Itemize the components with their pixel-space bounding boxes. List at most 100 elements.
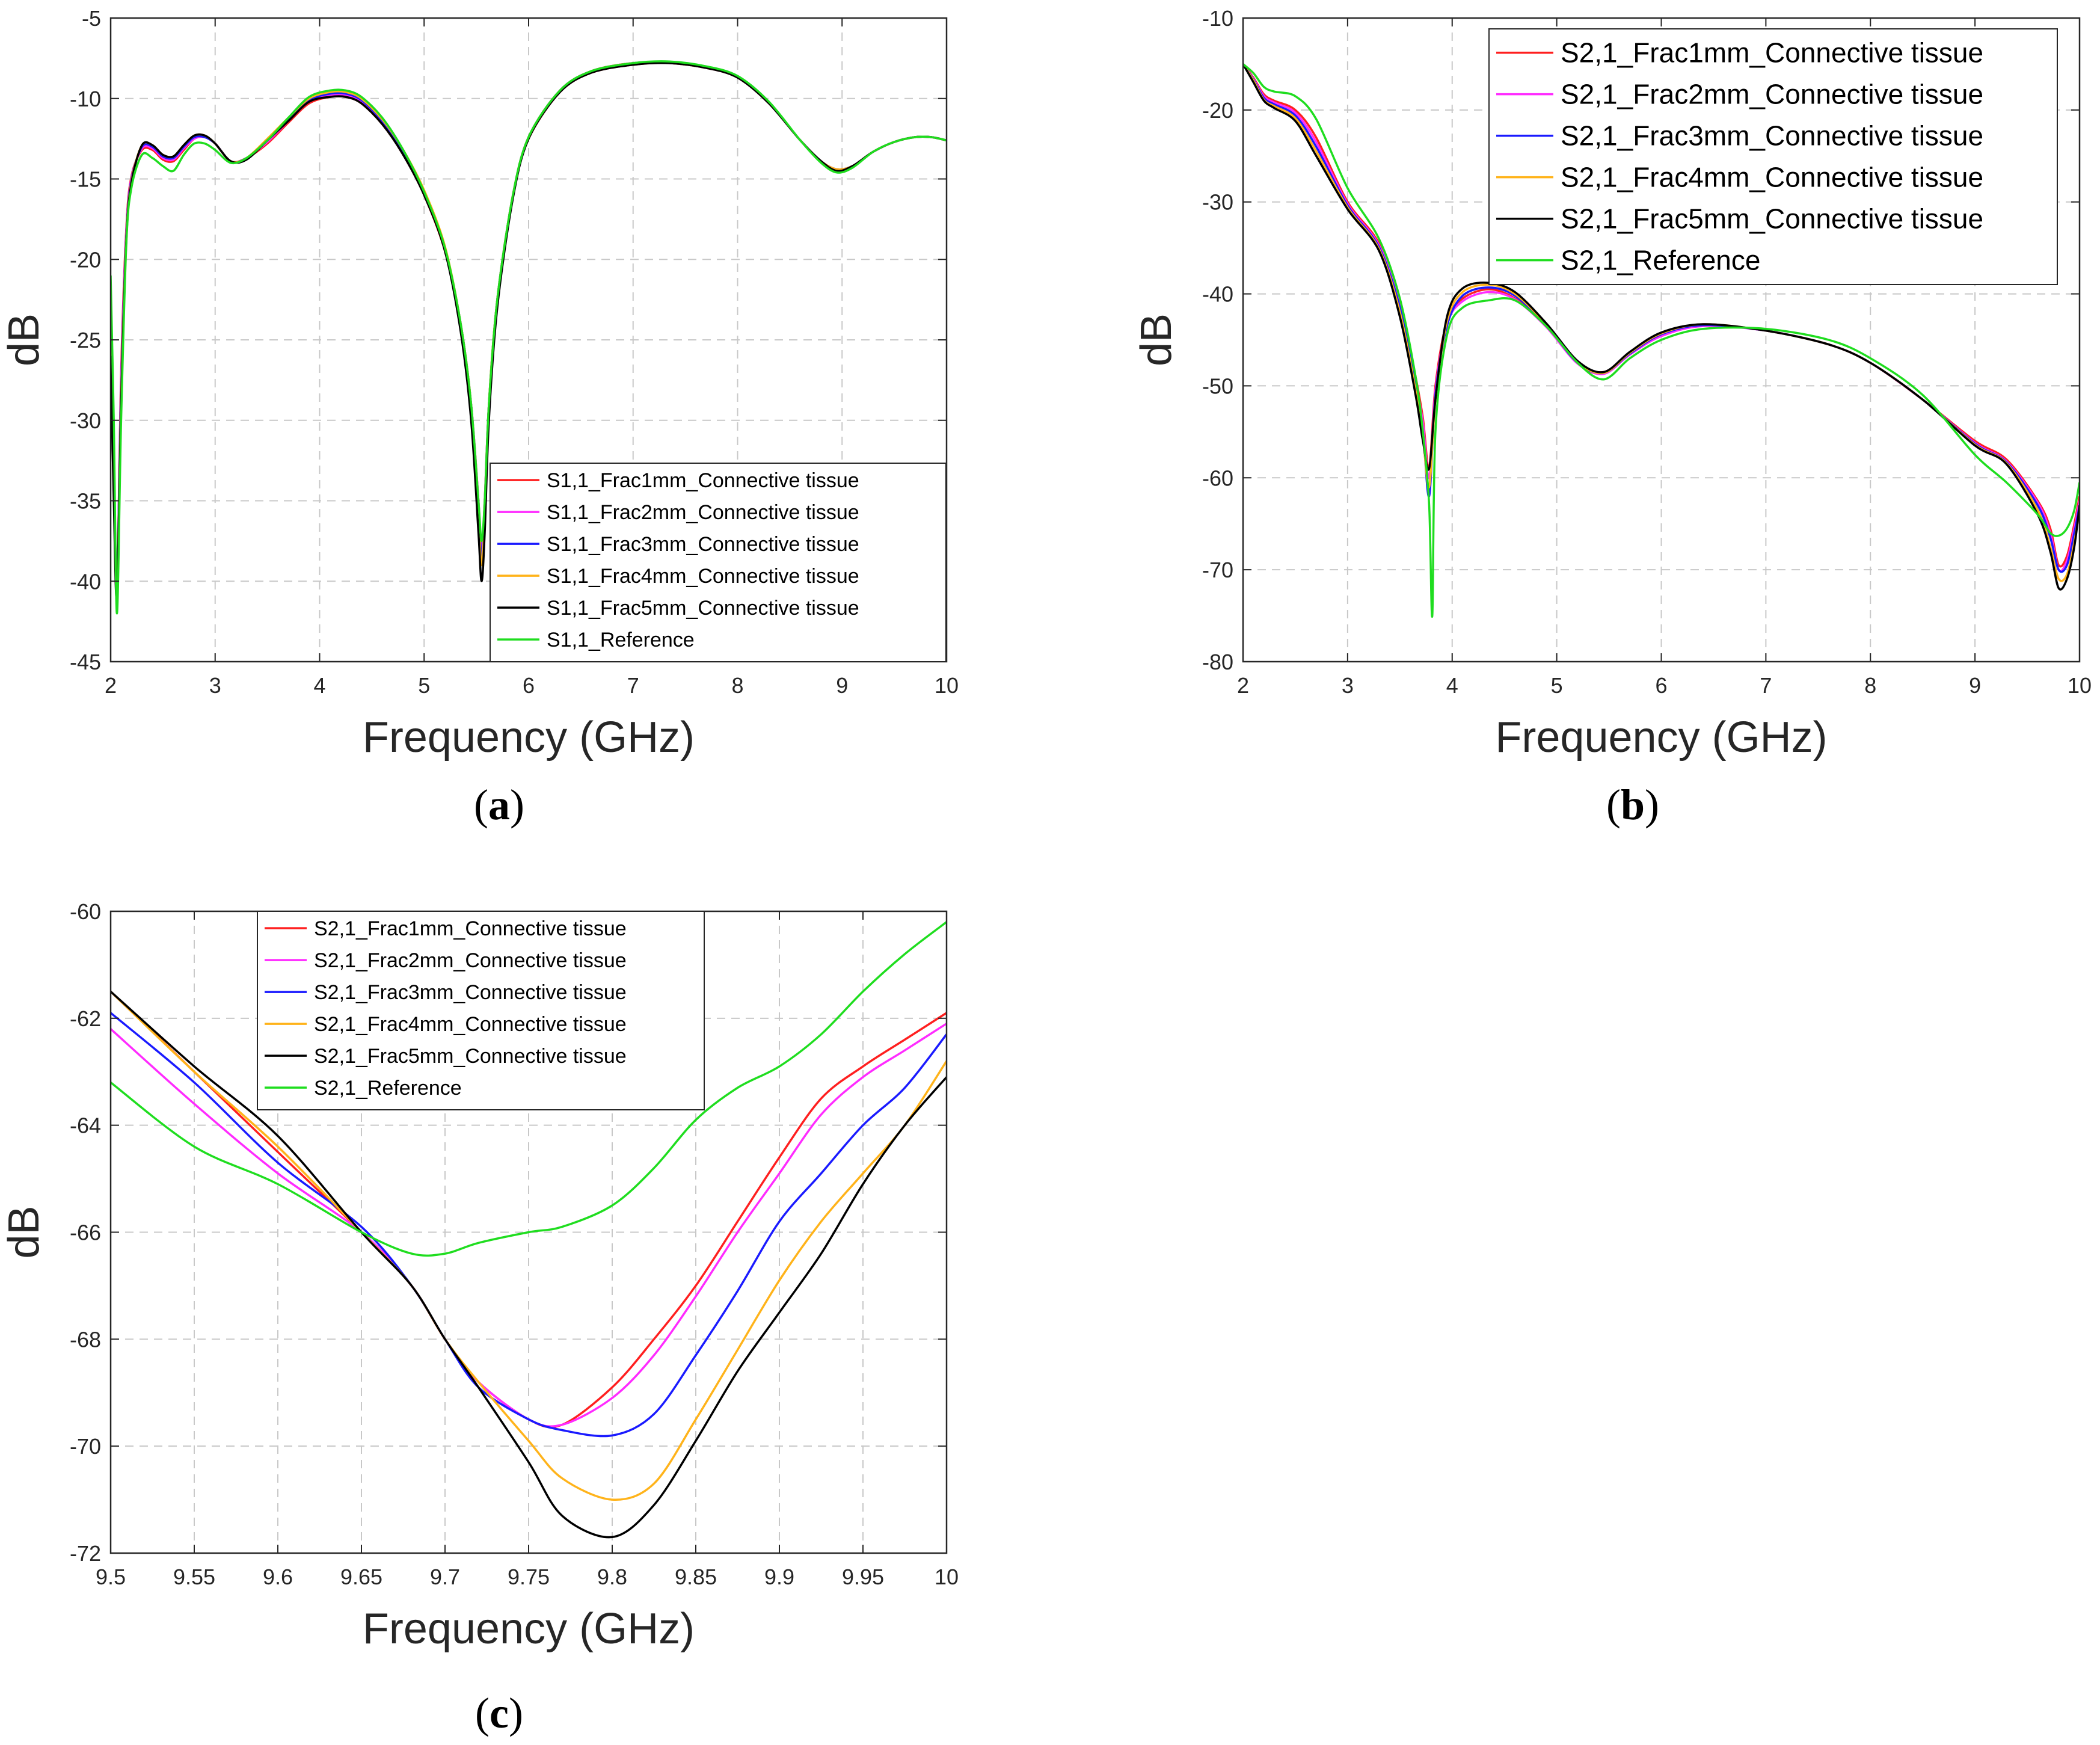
legend-label: S2,1_Frac4mm_Connective tissue xyxy=(314,1013,627,1036)
y-tick-label: -64 xyxy=(70,1113,101,1138)
x-tick-label: 9.5 xyxy=(96,1565,126,1589)
legend-label: S2,1_Frac2mm_Connective tissue xyxy=(1561,79,1983,110)
x-tick-label: 9.65 xyxy=(340,1565,382,1589)
legend-label: S2,1_Reference xyxy=(314,1077,462,1100)
y-tick-label: -45 xyxy=(70,650,101,674)
x-tick-label: 4 xyxy=(1446,673,1458,698)
chart-b: 2 3 4 5 6 7 8 9 10 -80 -70 -60 -50 -40 -30 -20 -10 Freque… xyxy=(1132,6,2092,829)
x-tick-label: 4 xyxy=(313,673,325,698)
x-tick-label: 3 xyxy=(1342,673,1354,698)
y-axis-label: dB xyxy=(0,1205,48,1258)
y-tick-label: -70 xyxy=(70,1434,101,1459)
legend: S2,1_Frac1mm_Connective tissue S2,1_Frac2… xyxy=(257,911,705,1110)
x-tick-label: 7 xyxy=(627,673,639,698)
x-tick-label: 9 xyxy=(1969,673,1981,698)
x-tick-label: 5 xyxy=(1551,673,1563,698)
legend-label: S2,1_Frac3mm_Connective tissue xyxy=(1561,120,1983,152)
y-axis-label: dB xyxy=(1132,313,1180,366)
y-tick-label: -20 xyxy=(70,247,101,272)
legend-label: S2,1_Reference xyxy=(1561,245,1760,276)
series-line-3 xyxy=(111,1012,947,1438)
chart-c: 9.5 9.55 9.6 9.65 9.7 9.75 9.8 9.85 9.9 9.95 10 -72… xyxy=(0,899,959,1737)
y-axis-label: dB xyxy=(0,313,48,366)
x-tick-label: 9.55 xyxy=(173,1565,215,1589)
y-tick-label: -60 xyxy=(70,899,101,924)
x-axis-label: Frequency (GHz) xyxy=(1495,713,1827,762)
series-line-1 xyxy=(111,991,947,1429)
y-tick-label: -30 xyxy=(1202,190,1233,215)
panel-label: (c) xyxy=(475,1689,523,1737)
legend-label: S2,1_Frac1mm_Connective tissue xyxy=(1561,37,1983,69)
legend-label: S1,1_Frac5mm_Connective tissue xyxy=(547,597,859,620)
legend-label: S2,1_Frac5mm_Connective tissue xyxy=(314,1045,627,1068)
x-tick-label: 10 xyxy=(935,1565,959,1589)
y-tick-label: -30 xyxy=(70,408,101,433)
x-tick-label: 10 xyxy=(935,673,959,698)
x-tick-label: 5 xyxy=(418,673,430,698)
x-tick-label: 10 xyxy=(2068,673,2092,698)
legend-box xyxy=(490,463,947,662)
y-tick-label: -10 xyxy=(1202,6,1233,31)
y-tick-label: -70 xyxy=(1202,558,1233,582)
legend-label: S2,1_Frac5mm_Connective tissue xyxy=(1561,203,1983,235)
series-line-4 xyxy=(111,991,947,1501)
legend-label: S1,1_Frac2mm_Connective tissue xyxy=(547,501,859,524)
y-tick-label: -10 xyxy=(70,87,101,111)
x-tick-label: 9.7 xyxy=(430,1565,460,1589)
legend: S2,1_Frac1mm_Connective tissue S2,1_Frac2… xyxy=(1488,28,2058,285)
legend-label: S1,1_Frac3mm_Connective tissue xyxy=(547,533,859,556)
y-tick-label: -20 xyxy=(1202,98,1233,123)
x-tick-label: 2 xyxy=(105,673,117,698)
x-tick-label: 8 xyxy=(731,673,743,698)
series-line-6 xyxy=(1243,63,2080,618)
x-axis-label: Frequency (GHz) xyxy=(363,1605,695,1653)
x-tick-label: 9.9 xyxy=(764,1565,794,1589)
panel-label: (a) xyxy=(474,781,524,829)
y-tick-label: -40 xyxy=(70,569,101,594)
x-tick-label: 3 xyxy=(209,673,221,698)
y-tick-label: -25 xyxy=(70,328,101,352)
x-tick-label: 8 xyxy=(1864,673,1876,698)
x-tick-label: 9 xyxy=(836,673,848,698)
x-tick-label: 9.95 xyxy=(842,1565,884,1589)
series-line-6 xyxy=(111,921,947,1257)
y-tick-label: -72 xyxy=(70,1541,101,1566)
y-tick-label: -15 xyxy=(70,167,101,192)
x-axis-label: Frequency (GHz) xyxy=(363,713,695,762)
y-tick-label: -60 xyxy=(1202,466,1233,490)
legend: S1,1_Frac1mm_Connective tissue S1,1_Frac2… xyxy=(490,463,947,662)
x-tick-label: 9.6 xyxy=(263,1565,293,1589)
chart-a: 2 3 4 5 6 7 8 9 10 -45 -40 -35 -30 -25 -20 -15 -10 -5 Freq… xyxy=(0,6,959,829)
x-tick-label: 9.85 xyxy=(675,1565,717,1589)
series-line-6 xyxy=(111,60,947,615)
series-line-2 xyxy=(111,1023,947,1428)
x-tick-label: 2 xyxy=(1237,673,1249,698)
series-line-5 xyxy=(1243,63,2080,591)
legend-label: S2,1_Frac1mm_Connective tissue xyxy=(314,917,627,940)
legend-label: S2,1_Frac3mm_Connective tissue xyxy=(314,981,627,1004)
y-tick-label: -66 xyxy=(70,1220,101,1245)
legend-box xyxy=(257,911,705,1110)
y-tick-label: -68 xyxy=(70,1327,101,1352)
series-group xyxy=(111,921,947,1539)
y-tick-label: -40 xyxy=(1202,282,1233,307)
x-tick-label: 9.8 xyxy=(597,1565,627,1589)
y-tick-label: -62 xyxy=(70,1006,101,1031)
x-tick-label: 6 xyxy=(1655,673,1667,698)
legend-label: S2,1_Frac4mm_Connective tissue xyxy=(1561,162,1983,193)
y-tick-label: -80 xyxy=(1202,650,1233,674)
y-tick-label: -5 xyxy=(82,6,101,31)
series-line-5 xyxy=(111,991,947,1539)
y-tick-label: -50 xyxy=(1202,374,1233,398)
panel-label: (b) xyxy=(1606,781,1659,829)
x-tick-label: 7 xyxy=(1760,673,1772,698)
series-group xyxy=(1243,63,2080,618)
y-tick-label: -35 xyxy=(70,489,101,514)
series-group xyxy=(111,60,947,615)
legend-label: S1,1_Reference xyxy=(547,629,695,651)
x-tick-label: 6 xyxy=(523,673,535,698)
x-tick-label: 9.75 xyxy=(508,1565,550,1589)
legend-box xyxy=(1488,28,2058,285)
legend-label: S2,1_Frac2mm_Connective tissue xyxy=(314,949,627,972)
